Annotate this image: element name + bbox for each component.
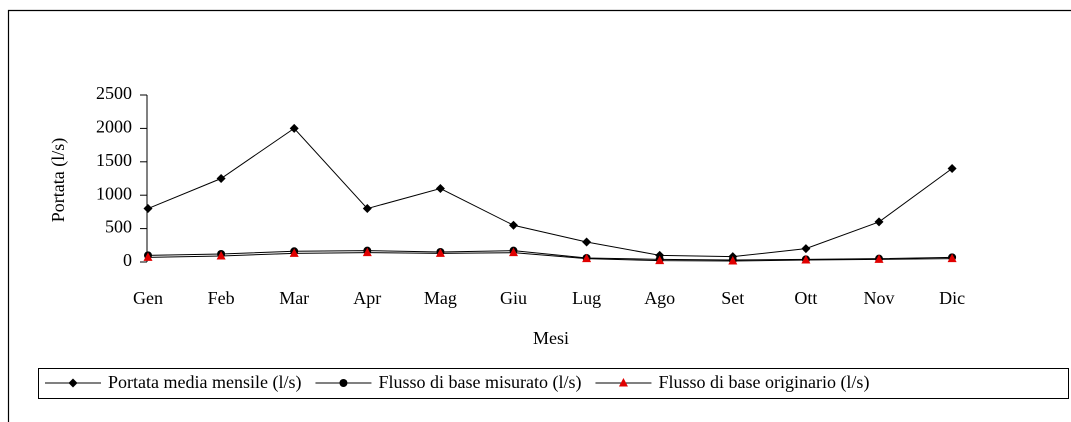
marker: [289, 123, 299, 133]
x-tick-label: Apr: [353, 288, 381, 308]
marker: [509, 247, 518, 257]
x-tick-label: Feb: [208, 288, 235, 308]
frame: [7, 9, 1071, 422]
y-tick-label: 2000: [96, 117, 132, 137]
marker: [143, 204, 153, 214]
y-axis-label: Portata (l/s): [48, 138, 69, 222]
x-tick-label: Mag: [424, 288, 457, 308]
legend-label: Portata media mensile (l/s): [108, 372, 301, 393]
legend-box: [38, 368, 1069, 399]
x-tick-label: Gen: [133, 288, 163, 308]
marker: [435, 184, 445, 194]
marker: [216, 250, 226, 260]
marker: [582, 237, 592, 247]
series-line: [147, 250, 953, 261]
marker: [362, 247, 372, 257]
x-tick-label: Set: [721, 288, 744, 308]
y-tick-label: 0: [123, 250, 132, 270]
marker: [874, 254, 884, 263]
x-tick-label: Mar: [279, 288, 309, 308]
marker: [143, 252, 153, 261]
marker: [655, 255, 665, 265]
legend-label: Flusso di base originario (l/s): [658, 372, 869, 393]
y-tick-label: 1000: [96, 183, 132, 203]
x-tick-label: Lug: [572, 288, 601, 308]
marker: [435, 248, 445, 257]
marker: [947, 163, 957, 173]
marker: [874, 217, 884, 227]
marker: [728, 255, 738, 265]
y-tick-label: 500: [105, 217, 132, 237]
x-tick-label: Nov: [864, 288, 895, 308]
marker: [509, 220, 518, 230]
series-line: [147, 127, 953, 258]
y-tick-label: 1500: [96, 150, 132, 170]
legend-marker: [68, 378, 78, 388]
marker: [362, 204, 372, 214]
x-tick-label: Dic: [939, 288, 965, 308]
series-line: [147, 252, 953, 262]
marker: [289, 248, 299, 257]
x-axis-label: Mesi: [533, 328, 569, 348]
marker: [582, 253, 592, 263]
marker: [947, 253, 957, 263]
legend-marker: [618, 378, 628, 387]
marker: [216, 174, 226, 183]
y-tick-label: 2500: [96, 83, 132, 103]
marker: [801, 244, 811, 254]
x-tick-label: Ott: [794, 288, 817, 308]
marker: [801, 254, 811, 264]
x-tick-label: Ago: [644, 288, 675, 308]
legend-marker: [339, 379, 348, 387]
legend-label: Flusso di base misurato (l/s): [378, 372, 581, 393]
x-tick-label: Giu: [500, 288, 527, 308]
